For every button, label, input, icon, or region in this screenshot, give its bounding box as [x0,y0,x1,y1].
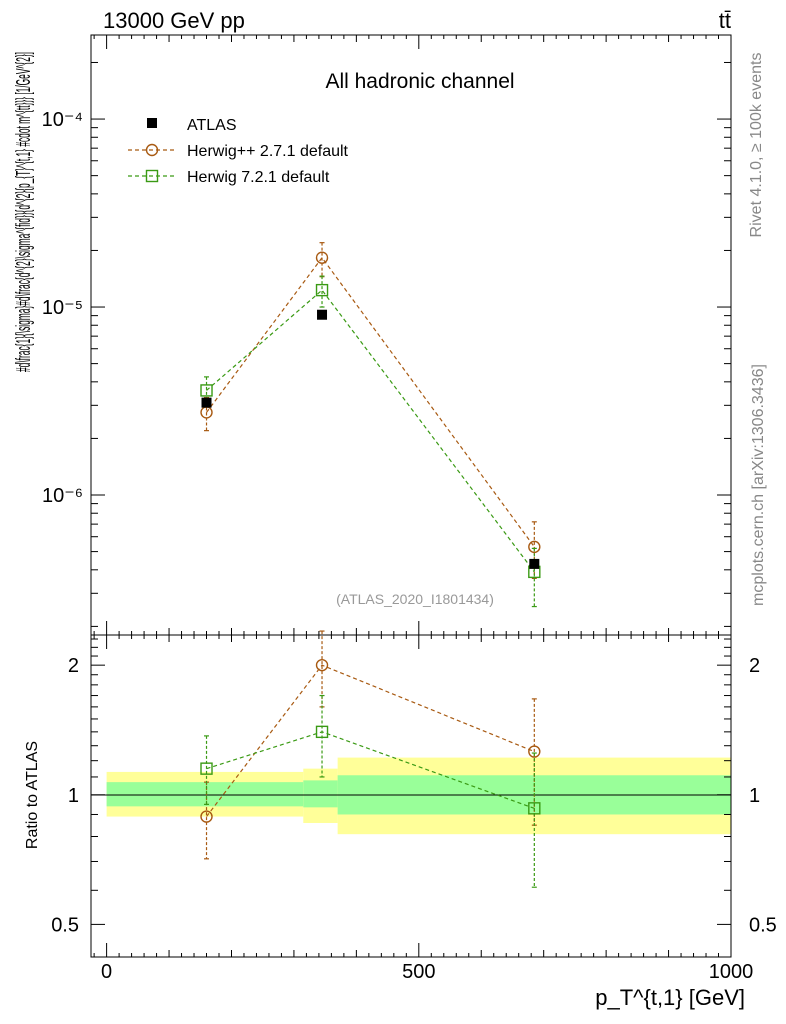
main-point-herwigpp [200,406,213,419]
main-x-ticks [93,35,732,635]
legend-marker-herwigpp [145,143,159,157]
process-label: tt̄ [719,8,731,33]
main-panel: 10⁻⁶ 10⁻⁵ 10⁻⁴ All hadronic channel (ATLAS… [13,34,732,636]
main-y-axis: 10⁻⁶ 10⁻⁵ 10⁻⁴ [42,61,731,627]
x-axis-label: p_T^{t,1} [GeV] [595,985,745,1010]
source-label: mcplots.cern.ch [arXiv:1306.3436] [750,364,767,606]
main-y-tick-label: 10⁻⁵ [42,297,83,319]
x-tick-label: 1000 [709,961,754,983]
ratio-y-tick-label-right: 2 [749,655,760,677]
ratio-y-tick-label: 2 [68,655,79,677]
ratio-y-tick-label: 0.5 [51,914,79,936]
main-point-atlas [529,558,540,569]
ratio-point-herwigpp [200,810,213,823]
ratio-y-tick-label-right: 0.5 [749,914,777,936]
energy-label: 13000 GeV pp [103,8,245,33]
x-tick-label: 500 [402,961,435,983]
ratio-point-herwigpp [528,745,541,758]
main-point-atlas [317,309,328,320]
ratio-uncertainty-bands [106,757,731,835]
main-point-herwig7 [315,283,329,297]
legend-label-herwig7: Herwig 7.2.1 default [187,169,330,186]
main-point-atlas [201,397,212,408]
ratio-band-inner [303,780,338,808]
rivet-label: Rivet 4.1.0, ≥ 100k events [748,53,765,238]
main-line-herwigpp [206,256,535,548]
legend: ATLAS Herwig++ 2.7.1 default Herwig 7.2.… [128,117,349,186]
main-y-tick-label: 10⁻⁶ [42,485,83,507]
main-point-herwigpp [528,540,541,554]
ratio-y-tick-label: 1 [68,785,79,807]
ratio-point-herwig7 [315,725,329,739]
ratio-point-herwigpp [315,658,329,672]
main-y-tick-label: 10⁻⁴ [42,109,83,131]
ratio-x-axis: 0 500 1000 [93,635,754,983]
ratio-panel: 0.5 0.5 1 1 2 2 0 500 1000 Ratio to ATLAS p_T^{… [24,630,777,1010]
analysis-watermark: (ATLAS_2020_I1801434) [336,591,494,607]
main-line-herwig7 [206,289,535,573]
legend-label-atlas: ATLAS [187,117,237,134]
x-tick-label: 0 [101,961,112,983]
ratio-y-tick-label-right: 1 [749,785,760,807]
main-point-herwigpp [315,251,329,264]
ratio-band-inner [106,782,304,807]
legend-label-herwigpp: Herwig++ 2.7.1 default [187,143,349,160]
ratio-series-layer [200,630,541,888]
ratio-y-axis-label: Ratio to ATLAS [24,741,41,849]
main-y-axis-label: #d\frac{1}{\sigma}#d\frac{d^{2}\sigma^{f… [13,52,35,372]
ratio-point-herwig7 [200,762,213,775]
ratio-point-herwig7 [528,802,541,815]
main-point-herwig7 [200,384,213,397]
legend-marker-herwig7 [145,169,159,183]
chart-title: All hadronic channel [325,70,514,93]
ratio-frame [90,634,732,958]
ratio-line-herwigpp [206,664,535,817]
main-series-layer [200,242,541,608]
legend-marker-atlas [147,118,157,128]
ratio-y-axis: 0.5 0.5 1 1 2 2 [51,638,777,936]
